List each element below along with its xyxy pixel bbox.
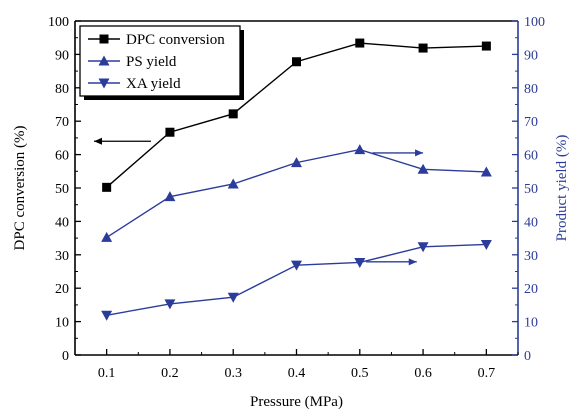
ps-yield-point <box>227 178 239 189</box>
x-tick-label: 0.3 <box>224 366 242 381</box>
left-y-tick-label: 30 <box>55 249 69 264</box>
right-y-tick-label: 60 <box>524 149 538 164</box>
arrow-annotation <box>366 258 417 266</box>
ps-yield-point <box>101 231 113 242</box>
arrow-annotation <box>372 149 424 157</box>
left-y-axis-title: DPC conversion (%) <box>12 126 28 251</box>
dpc-conversion-point <box>102 182 112 192</box>
right-y-tick-label: 100 <box>524 15 545 30</box>
ps-yield-point <box>291 157 302 168</box>
legend-dpc-conversion-label: DPC conversion <box>126 32 225 48</box>
legend-ps-yield-label: PS yield <box>126 54 177 70</box>
arrow-annotation <box>93 137 151 145</box>
xa-yield-point <box>101 310 113 321</box>
xa-yield-point <box>164 299 176 310</box>
dpc-conversion-point <box>228 109 238 119</box>
x-tick-label: 0.2 <box>161 366 179 381</box>
right-y-tick-label: 20 <box>524 282 538 297</box>
arrow-head <box>415 149 424 157</box>
x-axis-title: Pressure (MPa) <box>250 394 343 410</box>
right-y-tick-label: 10 <box>524 316 538 331</box>
x-tick-label: 0.7 <box>478 366 496 381</box>
arrow-head <box>93 137 102 145</box>
xa-yield-line <box>106 243 487 316</box>
left-y-tick-label: 20 <box>55 282 69 297</box>
right-y-tick-label: 50 <box>524 182 538 197</box>
arrow-head <box>408 258 417 266</box>
xa-yield-point <box>354 257 366 268</box>
x-tick-label: 0.5 <box>351 366 369 381</box>
chart-ticks: 0 0 10 10 20 20 30 30 40 40 50 50 60 60 70 70 80 80 90 90 10… <box>48 15 545 381</box>
x-tick-label: 0.1 <box>98 366 116 381</box>
xa-yield-point <box>417 242 429 253</box>
legend-xa-yield-label: XA yield <box>126 76 181 92</box>
dpc-conversion-point <box>355 38 365 48</box>
left-y-tick-label: 10 <box>55 316 69 331</box>
right-y-tick-label: 90 <box>524 48 538 63</box>
ps-yield-point <box>354 144 366 155</box>
xa-yield-point <box>291 260 302 271</box>
left-y-tick-label: 40 <box>55 215 69 230</box>
dpc-conversion-point <box>418 43 428 53</box>
left-y-tick-label: 90 <box>55 48 69 63</box>
right-y-tick-label: 0 <box>524 349 531 364</box>
dpc-conversion-point <box>165 127 175 137</box>
xa-yield-point <box>480 239 492 250</box>
left-y-tick-label: 70 <box>55 115 69 130</box>
ps-yield-point <box>480 166 492 177</box>
chart-series <box>101 38 492 321</box>
xa-yield-point <box>227 292 239 303</box>
left-y-tick-label: 80 <box>55 82 69 97</box>
left-y-tick-label: 50 <box>55 182 69 197</box>
left-y-tick-label: 0 <box>62 349 69 364</box>
x-tick-label: 0.6 <box>414 366 432 381</box>
legend-xa-yield-marker <box>98 78 110 89</box>
chart-legend: DPC conversion PS yield XA yield <box>79 25 244 100</box>
x-tick-label: 0.4 <box>288 366 306 381</box>
right-y-tick-label: 30 <box>524 249 538 264</box>
left-y-tick-label: 100 <box>48 15 69 30</box>
right-y-axis-title: Product yield (%) <box>554 135 570 242</box>
legend-dpc-conversion-marker <box>99 34 109 44</box>
left-y-tick-label: 60 <box>55 149 69 164</box>
ps-yield-point <box>164 191 176 202</box>
right-y-tick-label: 40 <box>524 215 538 230</box>
legend-ps-yield-marker <box>98 55 110 66</box>
ps-yield-point <box>417 163 429 174</box>
dpc-conversion-point <box>292 57 301 67</box>
right-y-tick-label: 70 <box>524 115 538 130</box>
dpc-conversion-point <box>481 41 491 51</box>
right-y-tick-label: 80 <box>524 82 538 97</box>
chart-annotations <box>93 137 424 266</box>
